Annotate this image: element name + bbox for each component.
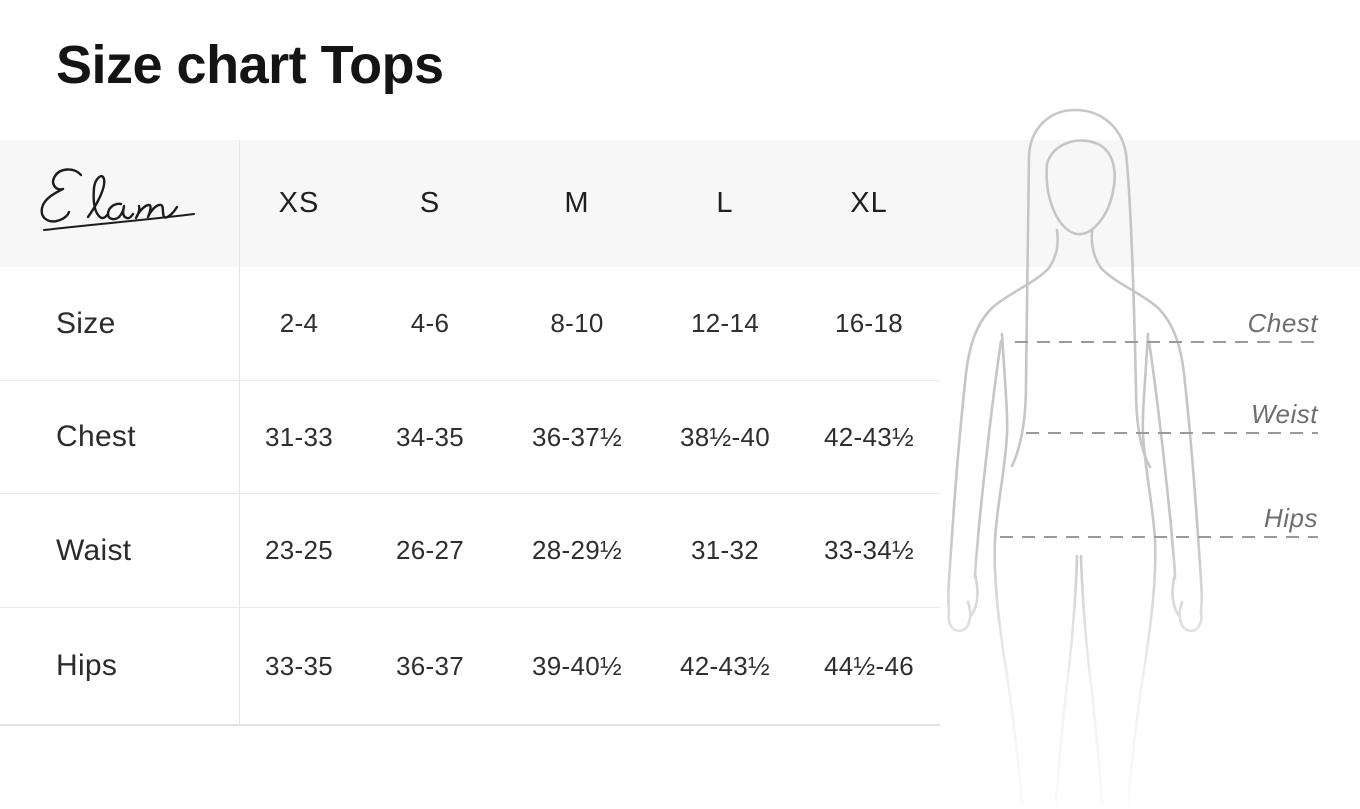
waist-value-s: 26-27 — [396, 535, 464, 565]
waist-value-xl: 33-34½ — [824, 535, 914, 565]
waist-value-l: 31-32 — [691, 535, 759, 565]
body-measurement-figure: Chest Weist Hips — [940, 104, 1360, 806]
size-value-xs: 2-4 — [279, 308, 319, 338]
brand-logo — [0, 140, 240, 267]
size-value-xl: 16-18 — [835, 308, 903, 338]
waist-value-m: 28-29½ — [532, 535, 622, 565]
table-row-hips: Hips 33-35 36-37 39-40½ 42-43½ 44½-46 — [0, 607, 940, 726]
size-column-header-m: M — [564, 187, 590, 219]
chest-value-l: 38½-40 — [680, 421, 770, 452]
chest-value-m: 36-37½ — [532, 421, 622, 452]
size-column-header-xl: XL — [850, 187, 888, 219]
page-title: Size chart Tops — [56, 35, 444, 95]
size-column-header-xs: XS — [278, 187, 320, 219]
table-row-chest: Chest 31-33 34-35 36-37½ 38½-40 42-43½ — [0, 380, 940, 493]
waist-value-xs: 23-25 — [265, 535, 333, 565]
silhouette-fade — [940, 534, 1360, 804]
hips-value-xl: 44½-46 — [824, 650, 914, 681]
size-chart-table: XS S M L XL Size 2-4 4-6 8-10 12-14 16-1… — [0, 140, 940, 726]
row-label: Hips — [0, 608, 240, 724]
row-label: Chest — [0, 381, 240, 493]
waist-annotation-label: Weist — [1251, 399, 1319, 429]
hips-annotation-label: Hips — [1264, 503, 1318, 533]
hips-value-xs: 33-35 — [265, 650, 333, 681]
table-header-band — [0, 140, 1360, 267]
table-row-size: Size 2-4 4-6 8-10 12-14 16-18 — [0, 267, 940, 380]
hips-value-l: 42-43½ — [680, 650, 770, 681]
table-header-row: XS S M L XL — [0, 140, 940, 267]
female-silhouette-icon: Chest Weist Hips — [940, 108, 1360, 806]
chest-value-s: 34-35 — [396, 421, 464, 452]
size-value-m: 8-10 — [550, 308, 604, 338]
size-column-header-s: S — [419, 187, 441, 219]
hips-value-m: 39-40½ — [532, 650, 622, 681]
size-value-s: 4-6 — [410, 308, 450, 338]
chest-value-xl: 42-43½ — [824, 421, 914, 452]
hips-value-s: 36-37 — [396, 650, 464, 681]
row-label: Waist — [0, 494, 240, 607]
size-value-l: 12-14 — [691, 308, 759, 338]
chest-annotation-label: Chest — [1248, 308, 1320, 338]
size-column-header-l: L — [716, 187, 734, 219]
chest-value-xs: 31-33 — [265, 421, 333, 452]
elan-signature-icon — [40, 167, 195, 231]
row-label: Size — [0, 267, 240, 380]
table-row-waist: Waist 23-25 26-27 28-29½ 31-32 33-34½ — [0, 493, 940, 607]
